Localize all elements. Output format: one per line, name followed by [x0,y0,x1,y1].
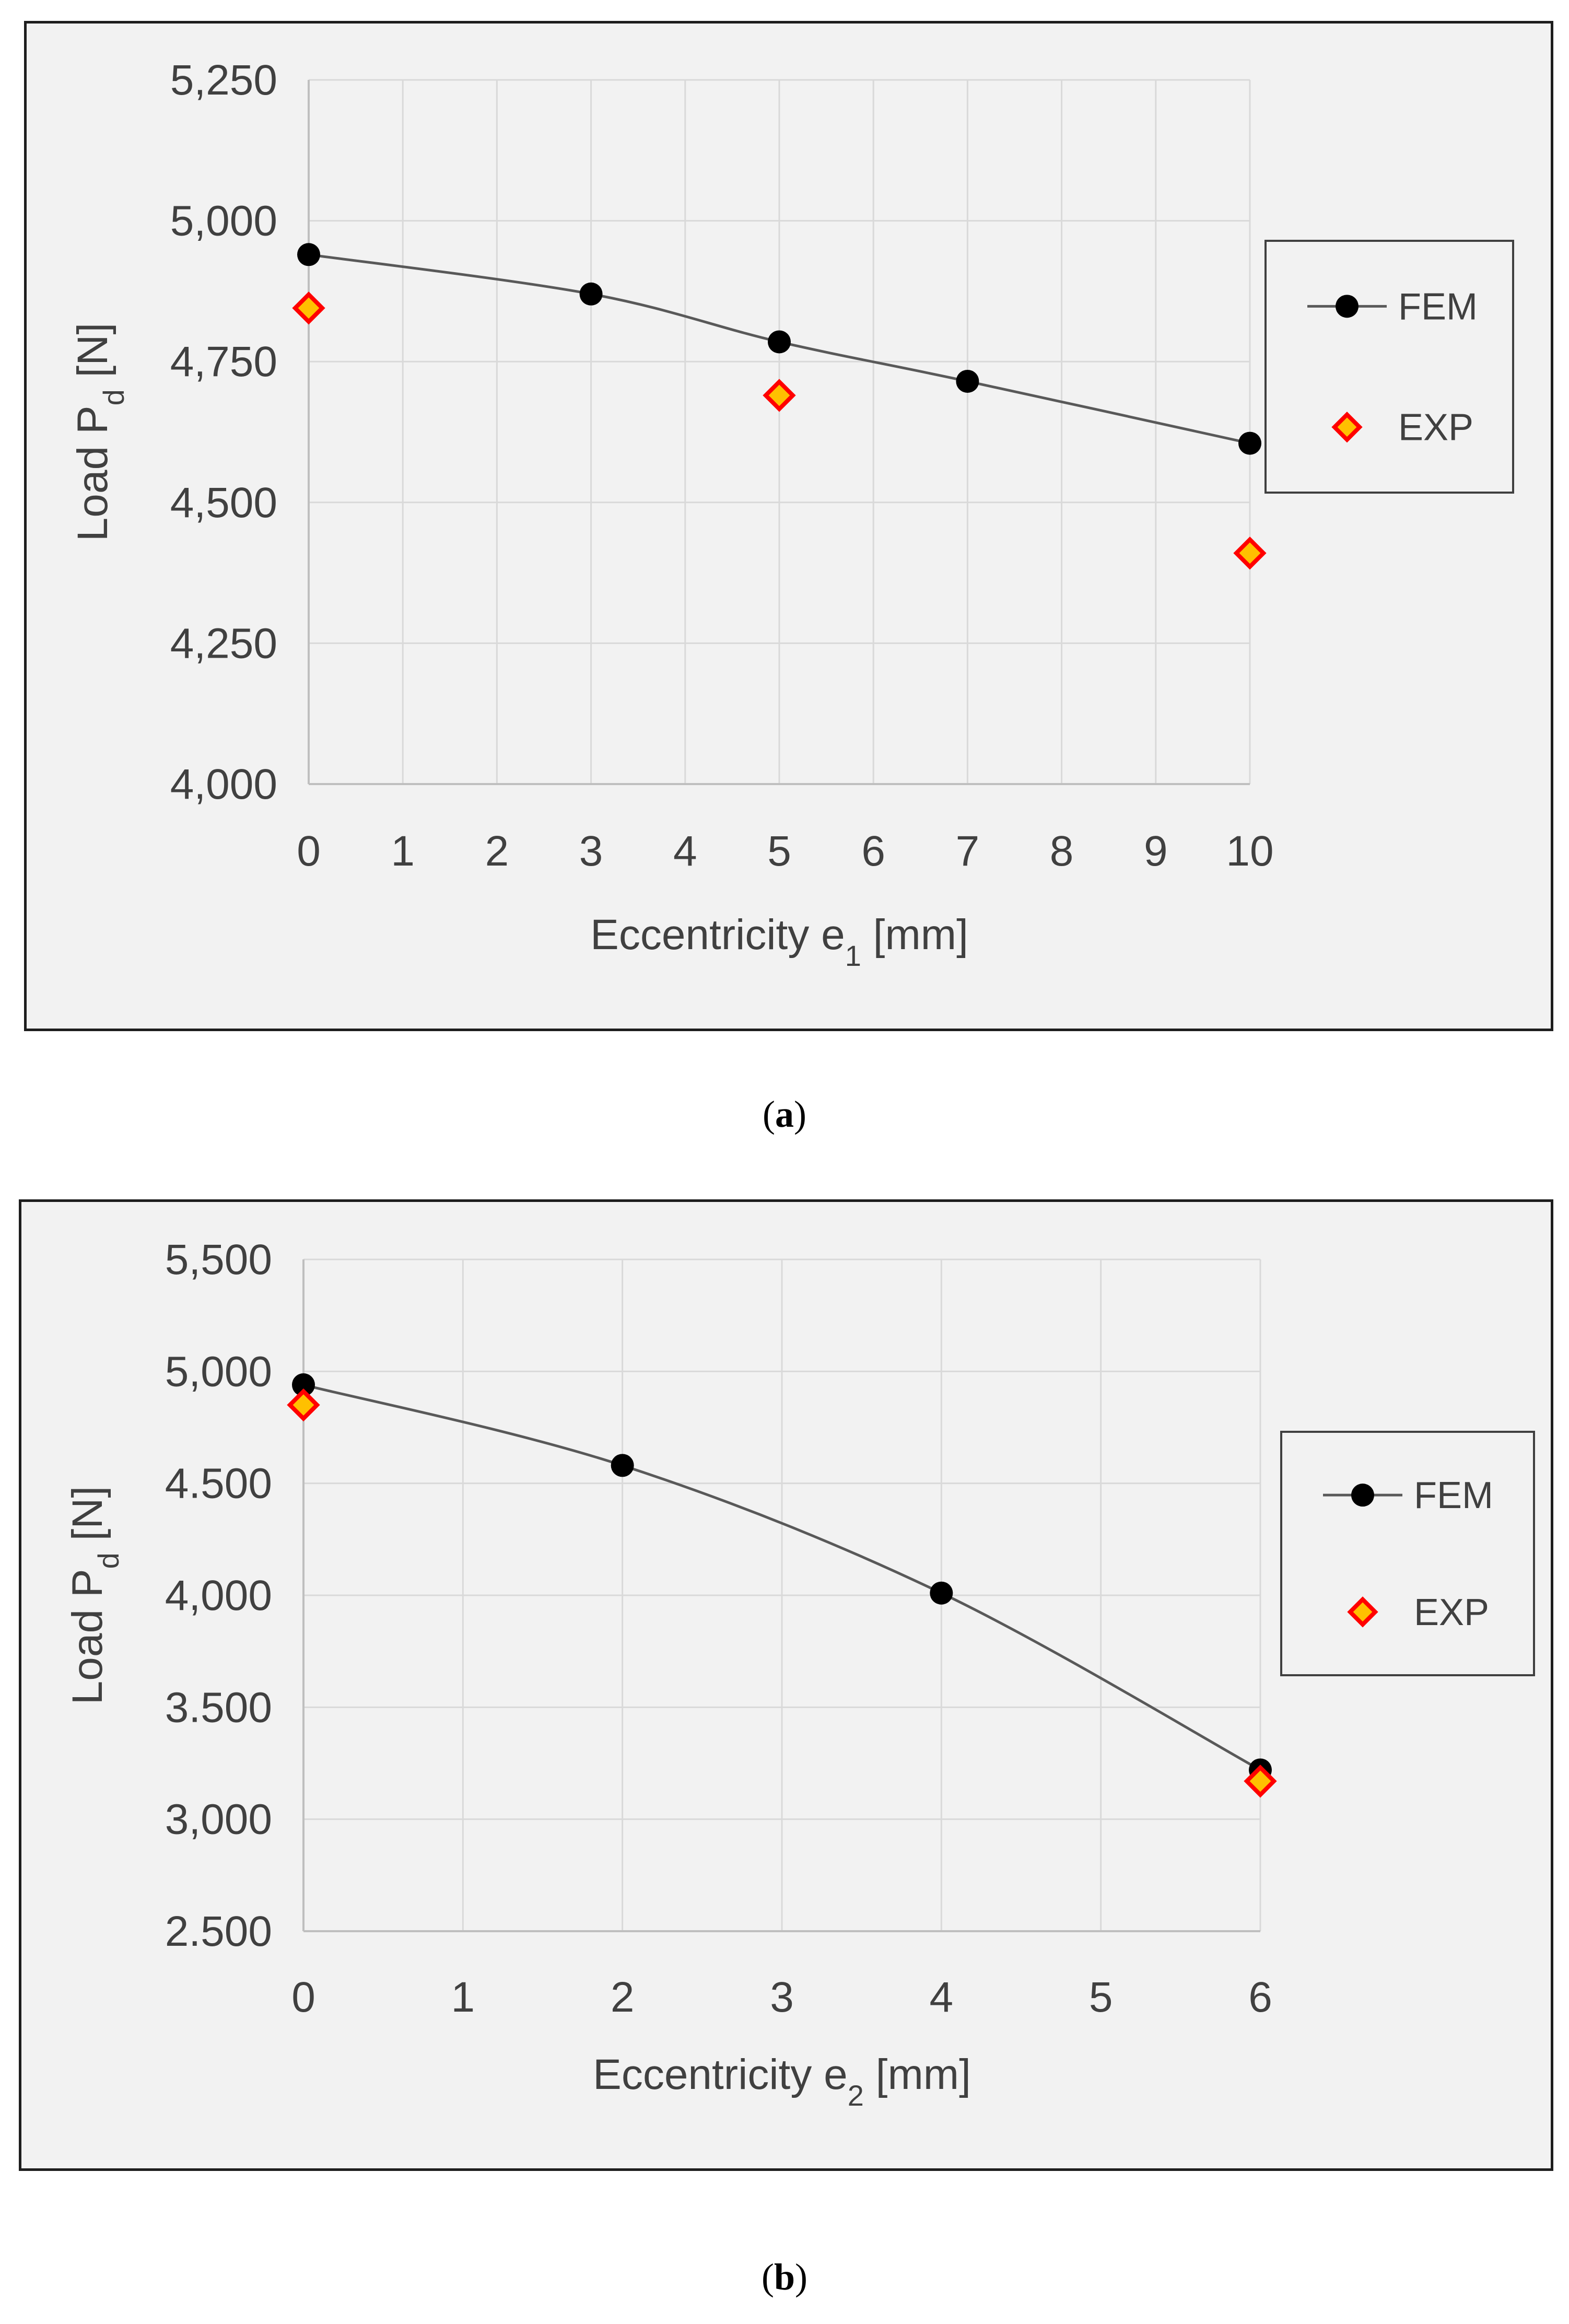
legend-label-exp: EXP [1414,1592,1489,1633]
x-axis-title: Eccentricity e1 [mm] [590,911,968,972]
legend-label-exp: EXP [1398,407,1473,449]
x-tick-label: 10 [1226,827,1273,875]
legend-box [1280,1431,1535,1676]
fem-point [579,282,603,306]
series-exp [287,1388,1277,1798]
y-tick-label: 4,750 [170,338,277,386]
x-tick-label: 0 [291,1973,315,2021]
legend-label-fem: FEM [1398,286,1478,328]
chart-panel-a: 0 1 2 3 4 5 6 7 8 9 10 4,000 4,250 4,500 4,750 5,000 5,2… [24,21,1553,1031]
gridlines [302,1258,1261,1932]
y-tick-label: 4,250 [170,620,277,667]
y-tick-label: 4,000 [165,1572,272,1619]
x-tick-label: 2 [485,827,509,875]
legend-fem-marker [1336,295,1359,318]
caption-b: (b) [761,2256,807,2298]
legend-exp-marker [1347,1596,1378,1628]
exp-point [287,1388,320,1422]
legend-exp-marker [1331,412,1363,443]
series-fem [297,243,1261,455]
y-tick-label: 4,000 [170,761,277,808]
gridlines [308,79,1251,785]
x-tick-label: 4 [930,1973,954,2021]
y-tick-label: 5,000 [170,197,277,245]
y-tick-label: 5,000 [165,1348,272,1395]
legend-box [1264,240,1514,494]
y-tick-label: 3,000 [165,1796,272,1843]
x-axis-title: Eccentricity e2 [mm] [593,2051,971,2112]
x-tick-label: 8 [1050,827,1074,875]
fem-point [1238,431,1261,455]
y-axis-title: Load Pd [N] [64,1486,125,1705]
legend: FEM EXP [1280,1431,1535,1676]
exp-point [1244,1765,1277,1798]
x-tick-label: 5 [767,827,791,875]
x-tick-label: 7 [956,827,980,875]
chart-b: 0 1 2 3 4 5 6 2.500 3,000 3.500 4,000 4.500 5,000 5,5… [64,1236,1535,2112]
chart-panel-b: 0 1 2 3 4 5 6 2.500 3,000 3.500 4,000 4.500 5,000 5,5… [19,1199,1553,2171]
legend-label-fem: FEM [1414,1475,1493,1516]
y-tick-label: 4.500 [165,1460,272,1508]
exp-point [1233,536,1267,570]
exp-point [292,291,325,325]
y-tick-label: 5,250 [170,56,277,104]
caption-a: (a) [763,1093,806,1135]
caption-a-letter: a [775,1093,794,1135]
y-tick-label: 2.500 [165,1908,272,1955]
caption-b-letter: b [774,2256,795,2298]
fem-line [303,1383,1261,1771]
x-tick-label: 2 [611,1973,635,2021]
x-tick-label: 1 [451,1973,475,2021]
x-tick-label: 3 [770,1973,794,2021]
fem-point [297,243,320,266]
x-tick-label: 0 [297,827,321,875]
y-axis-title: Load Pd [N] [69,323,130,542]
fem-point [930,1581,953,1605]
legend-fem-marker [1351,1484,1374,1507]
legend: FEM EXP [1264,240,1514,494]
x-tick-label: 9 [1144,827,1168,875]
x-tick-label: 5 [1089,1973,1113,2021]
x-tick-label: 6 [1248,1973,1272,2021]
fem-point [956,369,979,393]
y-tick-label: 4,500 [170,479,277,527]
fem-point [292,1373,315,1397]
y-tick-label: 5,500 [165,1236,272,1283]
x-tick-label: 1 [391,827,415,875]
x-tick-label: 3 [579,827,603,875]
x-tick-label: 4 [673,827,697,875]
series-exp [292,291,1267,570]
x-tick-label: 6 [861,827,885,875]
chart-a: 0 1 2 3 4 5 6 7 8 9 10 4,000 4,250 4,500 4,750 5,000 5,2… [69,56,1514,972]
fem-point [768,330,791,354]
fem-point [611,1454,634,1477]
exp-point [763,379,796,412]
y-tick-label: 3.500 [165,1684,272,1731]
